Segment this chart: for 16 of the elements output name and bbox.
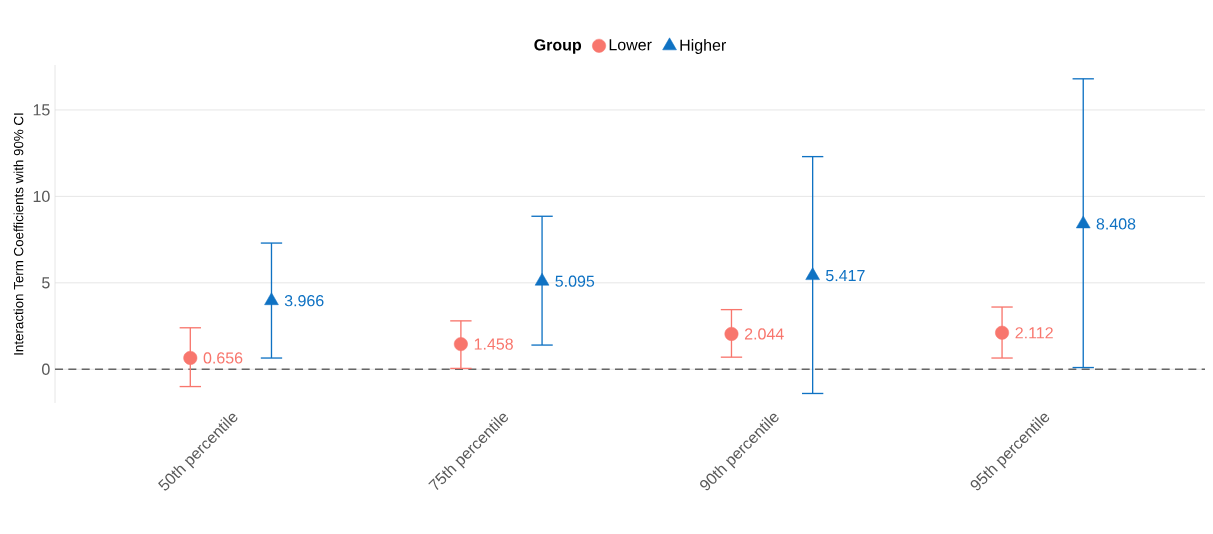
y-tick-label: 5 xyxy=(42,277,50,289)
legend-title: Group xyxy=(534,39,582,54)
data-label: 2.044 xyxy=(744,328,784,340)
y-tick-label: 0 xyxy=(42,363,50,375)
data-label: 3.966 xyxy=(284,295,324,307)
data-label: 1.458 xyxy=(474,338,513,350)
data-label: 0.656 xyxy=(203,352,243,364)
data-label: 5.417 xyxy=(826,270,865,282)
data-label: 2.112 xyxy=(1015,327,1053,339)
data-label: 5.095 xyxy=(555,275,595,287)
legend-label: Lower xyxy=(609,39,652,51)
y-tick-label: 10 xyxy=(33,190,50,203)
legend-label: Higher xyxy=(680,39,726,54)
y-axis-title: Interaction Term Coefficients with 90% CI xyxy=(13,113,24,355)
y-tick-label: 15 xyxy=(33,104,50,116)
data-label: 8.408 xyxy=(1096,218,1136,230)
